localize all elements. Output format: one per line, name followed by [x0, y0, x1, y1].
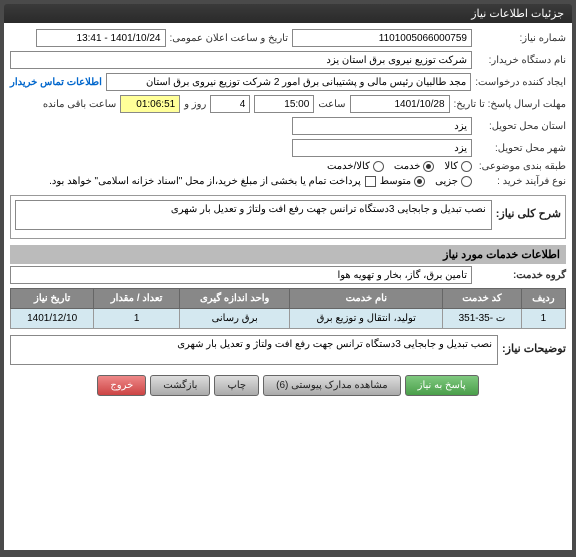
radio-service[interactable]: خدمت [394, 161, 435, 172]
services-header: اطلاعات خدمات مورد نیاز [10, 245, 566, 264]
days-remain-field: 4 [210, 95, 250, 113]
print-label: چاپ [227, 380, 246, 391]
th-qty: تعداد / مقدار [94, 289, 180, 309]
th-code: کد خدمت [443, 289, 522, 309]
td-unit: برق رسانی [179, 309, 290, 329]
city-label: شهر محل تحویل: [476, 143, 566, 154]
time-remain-label: ساعت باقی مانده [43, 99, 116, 110]
city-field: یزد [292, 139, 472, 157]
notes-field: نصب تبدیل و جابجایی 3دستگاه ترانس جهت رف… [10, 335, 498, 365]
content-area: شماره نیاز: 1101005066000759 تاریخ و ساع… [4, 23, 572, 550]
desc-title-label: شرح کلی نیاز: [496, 207, 561, 220]
province-field: یزد [292, 117, 472, 135]
row-city: شهر محل تحویل: یزد [10, 139, 566, 157]
radio-service-label: خدمت [394, 161, 421, 172]
desc-title-field: نصب تبدیل و جابجایی 3دستگاه ترانس جهت رف… [15, 200, 492, 230]
th-name: نام خدمت [290, 289, 443, 309]
table-body: 1 ت -35-351 تولید، انتقال و توزیع برق بر… [11, 309, 566, 329]
row-buyer: نام دستگاه خریدار: شرکت توزیع نیروی برق … [10, 51, 566, 69]
table-row[interactable]: 1 ت -35-351 تولید، انتقال و توزیع برق بر… [11, 309, 566, 329]
radio-partial-label: جزیی [435, 176, 458, 187]
classification-label: طبقه بندی موضوعی: [476, 161, 566, 172]
table-header-row: ردیف کد خدمت نام خدمت واحد اندازه گیری ت… [11, 289, 566, 309]
deadline-label: مهلت ارسال پاسخ: تا تاریخ: [454, 99, 566, 110]
requester-field: مجد طالبیان رئیس مالی و پشتیبانی برق امو… [106, 73, 471, 91]
window-title: جزئیات اطلاعات نیاز [471, 8, 564, 20]
radio-dot-icon [461, 161, 472, 172]
radio-dot-icon [461, 176, 472, 187]
payment-checkbox[interactable] [365, 176, 376, 187]
respond-label: پاسخ به نیاز [418, 380, 466, 391]
radio-partial[interactable]: جزیی [435, 176, 472, 187]
respond-button[interactable]: پاسخ به نیاز [405, 375, 479, 396]
row-requester: ایجاد کننده درخواست: مجد طالبیان رئیس ما… [10, 73, 566, 91]
desc-section: شرح کلی نیاز: نصب تبدیل و جابجایی 3دستگا… [10, 195, 566, 239]
hour-label: ساعت [318, 99, 345, 110]
button-bar: پاسخ به نیاز مشاهده مدارک پیوستی (6) چاپ… [10, 375, 566, 396]
row-deadline: مهلت ارسال پاسخ: تا تاریخ: 1401/10/28 سا… [10, 95, 566, 113]
row-province: استان محل تحویل: یزد [10, 117, 566, 135]
back-label: بازگشت [163, 380, 197, 391]
contact-link[interactable]: اطلاعات تماس خریدار [10, 77, 102, 88]
exit-button[interactable]: خروج [97, 375, 146, 396]
exit-label: خروج [110, 380, 133, 391]
notes-label: توضیحات نیاز: [502, 342, 566, 355]
days-label: روز و [184, 99, 206, 110]
row-notes: توضیحات نیاز: نصب تبدیل و جابجایی 3دستگا… [10, 335, 566, 365]
process-label: نوع فرآیند خرید : [476, 176, 566, 187]
row-request-number: شماره نیاز: 1101005066000759 تاریخ و ساع… [10, 29, 566, 47]
row-classification: طبقه بندی موضوعی: کالا خدمت کالا/خدمت [10, 161, 566, 172]
row-desc-title: شرح کلی نیاز: نصب تبدیل و جابجایی 3دستگا… [15, 200, 561, 230]
radio-dot-checked-icon [423, 161, 434, 172]
td-code: ت -35-351 [443, 309, 522, 329]
td-index: 1 [521, 309, 565, 329]
th-unit: واحد اندازه گیری [179, 289, 290, 309]
td-date: 1401/12/10 [11, 309, 94, 329]
th-date: تاریخ نیاز [11, 289, 94, 309]
back-button[interactable]: بازگشت [150, 375, 210, 396]
row-process: نوع فرآیند خرید : جزیی متوسط پرداخت تمام… [10, 176, 566, 187]
th-index: ردیف [521, 289, 565, 309]
radio-goods-label: کالا [444, 161, 458, 172]
services-table: ردیف کد خدمت نام خدمت واحد اندازه گیری ت… [10, 288, 566, 329]
radio-dot-icon [373, 161, 384, 172]
buyer-field: شرکت توزیع نیروی برق استان یزد [10, 51, 472, 69]
announce-label: تاریخ و ساعت اعلان عمومی: [170, 33, 289, 44]
announce-field: 1401/10/24 - 13:41 [36, 29, 166, 47]
radio-medium-label: متوسط [380, 176, 411, 187]
td-qty: 1 [94, 309, 180, 329]
group-label: گروه خدمت: [476, 270, 566, 281]
radio-gs-label: کالا/خدمت [327, 161, 370, 172]
attachments-label: مشاهده مدارک پیوستی (6) [276, 380, 388, 391]
process-radio-group: جزیی متوسط [380, 176, 472, 187]
print-button[interactable]: چاپ [214, 375, 259, 396]
radio-goods-service[interactable]: کالا/خدمت [327, 161, 384, 172]
td-name: تولید، انتقال و توزیع برق [290, 309, 443, 329]
window-titlebar: جزئیات اطلاعات نیاز [4, 4, 572, 23]
time-remain-field: 01:06:51 [120, 95, 180, 113]
request-num-field: 1101005066000759 [292, 29, 472, 47]
row-group: گروه خدمت: تامین برق، گاز، بخار و تهویه … [10, 266, 566, 284]
main-window: جزئیات اطلاعات نیاز شماره نیاز: 11010050… [0, 0, 576, 557]
buyer-label: نام دستگاه خریدار: [476, 55, 566, 66]
radio-medium[interactable]: متوسط [380, 176, 425, 187]
group-field: تامین برق، گاز، بخار و تهویه هوا [10, 266, 472, 284]
radio-dot-checked-icon [414, 176, 425, 187]
requester-label: ایجاد کننده درخواست: [475, 77, 566, 88]
table-head: ردیف کد خدمت نام خدمت واحد اندازه گیری ت… [11, 289, 566, 309]
payment-note: پرداخت تمام یا بخشی از مبلغ خرید،از محل … [49, 176, 361, 187]
radio-goods[interactable]: کالا [444, 161, 472, 172]
request-num-label: شماره نیاز: [476, 33, 566, 44]
deadline-date-field: 1401/10/28 [350, 95, 450, 113]
attachments-button[interactable]: مشاهده مدارک پیوستی (6) [263, 375, 401, 396]
province-label: استان محل تحویل: [476, 121, 566, 132]
deadline-hour-field: 15:00 [254, 95, 314, 113]
classification-radio-group: کالا خدمت کالا/خدمت [327, 161, 472, 172]
